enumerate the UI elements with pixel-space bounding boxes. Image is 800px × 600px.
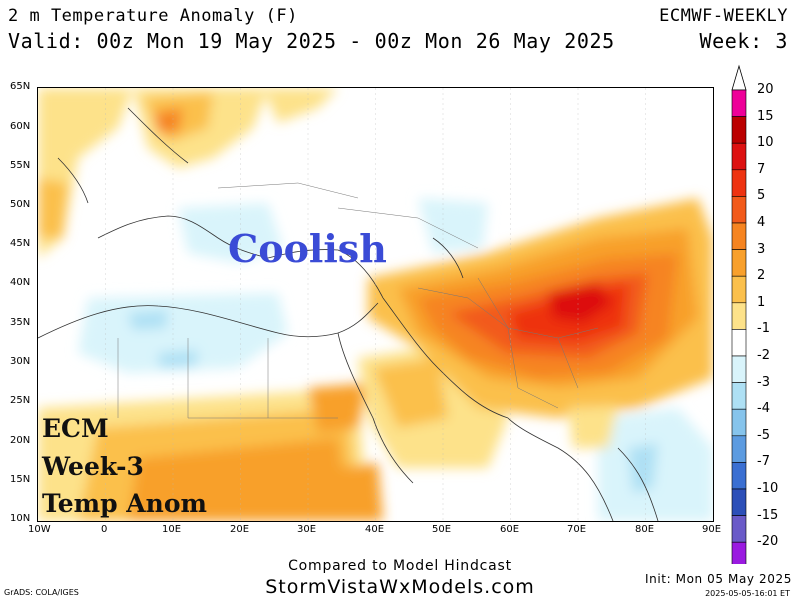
colorbar-label: -7 — [757, 454, 770, 470]
lat-label: 20N — [10, 435, 31, 446]
lon-label: 50E — [432, 524, 452, 535]
colorbar-swatch — [731, 462, 747, 490]
map-canvas — [38, 88, 713, 521]
lat-label: 45N — [10, 238, 31, 249]
colorbar-label: 10 — [757, 135, 774, 151]
colorbar-swatch — [731, 249, 747, 277]
chart-title: 2 m Temperature Anomaly (F) — [8, 6, 298, 26]
colorbar-label: -10 — [757, 481, 779, 496]
coastlines — [38, 107, 659, 521]
lat-label: 40N — [10, 277, 31, 288]
lat-label: 10N — [10, 513, 31, 524]
colorbar-label: -20 — [757, 534, 779, 550]
colorbar-swatch — [731, 196, 747, 224]
colorbar-swatch — [731, 435, 747, 463]
compared-note: Compared to Model Hindcast — [288, 558, 512, 574]
valid-period: Valid: 00z Mon 19 May 2025 - 00z Mon 26 … — [8, 29, 615, 53]
lat-label: 65N — [10, 81, 31, 92]
overlay-line-2: Week-3 — [42, 451, 144, 481]
lat-label: 50N — [10, 199, 31, 210]
lon-label: 10E — [162, 524, 182, 535]
lon-label: 80E — [635, 524, 655, 535]
colorbar-top-arrow — [731, 64, 747, 91]
colorbar-swatch — [731, 116, 747, 144]
lon-label: 30E — [297, 524, 317, 535]
anomaly-map — [37, 87, 714, 522]
colorbar-swatch — [731, 382, 747, 410]
colorbar-swatch — [731, 302, 747, 330]
colorbar-swatch — [731, 275, 747, 304]
colorbar-label: 20 — [757, 82, 774, 97]
colorbar-label: 4 — [757, 215, 766, 230]
lon-label: 0 — [101, 524, 108, 535]
model-name: ECMWF-WEEKLY — [659, 6, 788, 26]
colorbar-swatch — [731, 329, 747, 357]
lat-label: 30N — [10, 356, 31, 367]
lat-label: 25N — [10, 395, 31, 406]
lon-label: 10W — [28, 524, 51, 535]
overlay-line-3: Temp Anom — [42, 489, 207, 518]
lat-label: 55N — [10, 160, 31, 171]
colorbar-swatch — [731, 169, 747, 197]
colorbar-swatch — [731, 408, 747, 437]
colorbar-label: -5 — [757, 427, 770, 443]
colorbar-label: -15 — [757, 507, 779, 523]
colorbar-swatch — [731, 515, 747, 543]
colorbar-swatch — [731, 541, 747, 564]
lat-label: 60N — [10, 121, 31, 132]
colorbar-swatch — [731, 222, 747, 250]
colorbar-swatch — [731, 89, 747, 117]
colorbar-label: 1 — [757, 294, 766, 310]
lon-label: 20E — [230, 524, 250, 535]
colorbar-label: 5 — [757, 188, 766, 204]
colorbar-label: -4 — [757, 401, 770, 417]
colorbar-label: -1 — [757, 321, 770, 337]
lat-label: 15N — [10, 474, 31, 485]
colorbar-swatch — [731, 488, 747, 516]
colorbar-swatch — [731, 142, 747, 171]
overlay-line-1: ECM — [42, 414, 109, 443]
colorbar-label: 3 — [757, 241, 766, 257]
lon-label: 40E — [365, 524, 385, 535]
colorbar — [731, 64, 747, 564]
lon-label: 70E — [567, 524, 587, 535]
anomaly-fill — [38, 88, 713, 521]
colorbar-swatch — [731, 355, 747, 383]
lat-label: 35N — [10, 317, 31, 328]
colorbar-label: -2 — [757, 348, 770, 363]
week-label: Week: 3 — [699, 29, 788, 53]
timestamp: 2025-05-05-16:01 ET — [705, 589, 790, 598]
colorbar-label: 2 — [757, 268, 766, 284]
site-name: StormVistaWxModels.com — [265, 576, 535, 598]
graticule — [105, 88, 646, 521]
colorbar-label: 15 — [757, 108, 774, 124]
colorbar-label: 7 — [757, 161, 766, 177]
borders — [117, 182, 599, 419]
overlay-coolish: Coolish — [228, 226, 387, 271]
overlay-ecm-label: ECM Week-3 Temp Anom — [42, 410, 207, 523]
grads-credit: GrADS: COLA/IGES — [4, 588, 79, 597]
colorbar-label: -3 — [757, 374, 770, 390]
lon-label: 90E — [702, 524, 722, 535]
init-time: Init: Mon 05 May 2025 — [644, 572, 792, 586]
lon-label: 60E — [500, 524, 520, 535]
